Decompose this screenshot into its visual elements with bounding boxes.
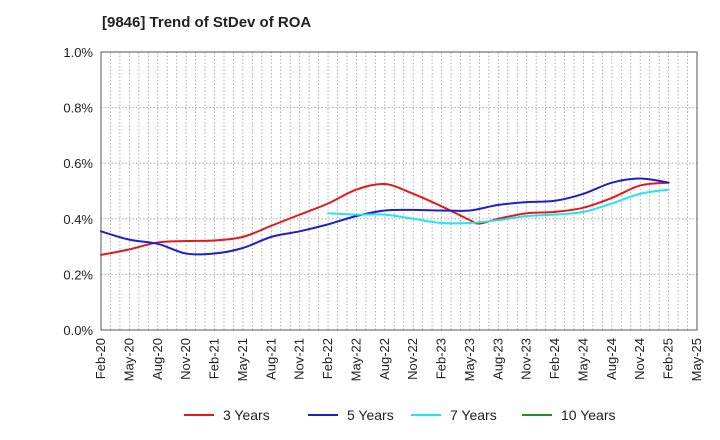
series-line-3-years: [100, 181, 670, 256]
y-tick-label: 0.2%: [63, 267, 93, 282]
legend-item-7-years: 7 Years: [411, 404, 497, 426]
legend-swatch: [411, 414, 441, 416]
x-tick-label: Nov-20: [178, 338, 193, 380]
legend-item-3-years: 3 Years: [184, 404, 270, 426]
x-tick-label: Feb-21: [207, 338, 222, 379]
x-tick-label: Feb-22: [320, 338, 335, 379]
legend-item-5-years: 5 Years: [308, 404, 394, 426]
x-tick-label: Feb-24: [547, 338, 562, 379]
legend-swatch: [184, 414, 214, 416]
plot-border: [100, 51, 698, 331]
x-tick-label: Nov-21: [292, 338, 307, 380]
y-tick-label: 0.6%: [63, 156, 93, 171]
x-tick-label: Feb-20: [93, 338, 108, 379]
legend-item-10-years: 10 Years: [522, 404, 616, 426]
x-tick-label: May-25: [689, 338, 704, 381]
y-tick-label: 0.4%: [63, 212, 93, 227]
x-tick-label: May-22: [348, 338, 363, 381]
chart-title: [9846] Trend of StDev of ROA: [102, 14, 312, 31]
y-tick-label: 0.8%: [63, 101, 93, 116]
legend-label: 10 Years: [561, 407, 616, 423]
y-tick-label: 1.0%: [63, 45, 93, 60]
x-tick-label: Nov-23: [519, 338, 534, 380]
legend-label: 5 Years: [347, 407, 394, 423]
plot-area: [101, 52, 697, 330]
x-tick-label: Aug-24: [604, 338, 619, 380]
x-tick-label: May-20: [121, 338, 136, 381]
x-tick-label: May-24: [575, 338, 590, 381]
legend-label: 7 Years: [450, 407, 497, 423]
x-tick-label: Aug-23: [490, 338, 505, 380]
legend: 3 Years 5 Years 7 Years 10 Years: [0, 404, 720, 426]
x-tick-label: Aug-20: [150, 338, 165, 380]
series-line-5-years: [100, 177, 670, 256]
x-tick-label: Feb-25: [661, 338, 676, 379]
x-tick-label: Aug-22: [377, 338, 392, 380]
x-tick-label: May-23: [462, 338, 477, 381]
legend-swatch: [308, 414, 338, 416]
legend-label: 3 Years: [223, 407, 270, 423]
x-tick-label: Nov-24: [632, 338, 647, 380]
y-tick-label: 0.0%: [63, 323, 93, 338]
series-line-7-years: [327, 188, 670, 225]
x-tick-label: Nov-22: [405, 338, 420, 380]
x-tick-label: Feb-23: [434, 338, 449, 379]
x-tick-label: Aug-21: [263, 338, 278, 380]
x-tick-label: May-21: [235, 338, 250, 381]
legend-swatch: [522, 414, 552, 416]
